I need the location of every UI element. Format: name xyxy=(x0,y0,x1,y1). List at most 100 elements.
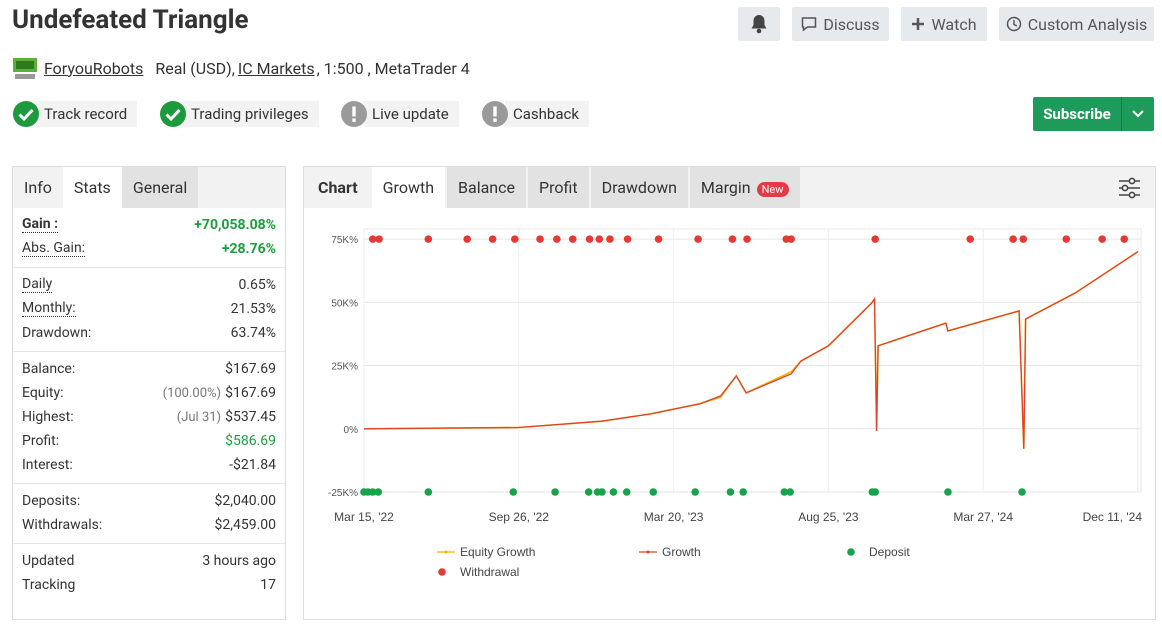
plot-area xyxy=(363,228,1142,493)
stats-value-wrap: (100.00%) $167.69 xyxy=(163,385,276,401)
stats-note: (100.00%) xyxy=(162,386,222,401)
bell-icon xyxy=(751,15,767,34)
marker xyxy=(368,235,377,243)
marker xyxy=(368,488,377,496)
bell-button[interactable] xyxy=(738,7,780,41)
marker xyxy=(728,235,737,243)
legend-label: Equity Growth xyxy=(460,545,535,559)
marker xyxy=(654,235,663,243)
marker xyxy=(424,488,433,496)
stats-label: Equity: xyxy=(22,385,64,401)
stats-group: Daily 0.65% Monthly: 21.53% Drawdown: 63.74% xyxy=(13,268,285,352)
stats-value: $2,459.00 xyxy=(214,517,276,533)
stats-value: 0.65% xyxy=(238,277,276,293)
stats-value: +28.76% xyxy=(221,241,276,257)
stats-row: Profit: $586.69 xyxy=(22,429,276,453)
check-icon xyxy=(160,101,186,127)
stats-value-wrap: $2,040.00 xyxy=(214,493,276,509)
chart-panel: Chart Growth Balance Profit Drawdown Margin N… xyxy=(303,166,1156,620)
chart-tab[interactable]: Drawdown xyxy=(590,167,688,208)
watch-button[interactable]: Watch xyxy=(901,7,987,41)
stats-tab[interactable]: General xyxy=(121,167,199,208)
x-tick-label: Dec 11, '24 xyxy=(1083,510,1143,524)
chart: -25K% 0% 25K% 50K% 75K% Mar 15, '22 Sep 26, '2… xyxy=(328,228,1143,579)
stats-label: Daily xyxy=(22,276,53,293)
marker xyxy=(598,488,606,496)
stats-label: Monthly: xyxy=(22,300,76,317)
subscribe-button[interactable]: Subscribe xyxy=(1033,97,1154,131)
marker xyxy=(374,488,383,496)
stats-row: Abs. Gain: +28.76% xyxy=(22,237,276,261)
stats-row: Monthly: 21.53% xyxy=(22,297,276,321)
chart-tabs-title: Chart xyxy=(318,178,358,197)
stats-value: 21.53% xyxy=(230,301,276,317)
stats-tab[interactable]: Stats xyxy=(62,167,122,208)
user-logo xyxy=(13,58,37,79)
user-link[interactable]: ForyouRobots xyxy=(44,58,144,78)
legend-label: Deposit xyxy=(869,545,910,559)
stats-value: $167.69 xyxy=(225,385,276,401)
watch-label: Watch xyxy=(931,14,977,34)
marker xyxy=(585,235,594,243)
badge: Live update xyxy=(340,100,459,128)
badge: Cashback xyxy=(481,100,589,128)
stats-label: Abs. Gain: xyxy=(22,240,86,257)
chart-tab[interactable]: Growth xyxy=(371,167,446,208)
chart-tab[interactable]: Profit xyxy=(527,167,589,208)
chart-tab[interactable]: Balance xyxy=(447,167,526,208)
marker xyxy=(375,235,383,243)
page-title: Undefeated Triangle xyxy=(12,5,249,35)
separator xyxy=(1121,97,1122,131)
marker xyxy=(966,235,975,243)
stats-value-wrap: +28.76% xyxy=(222,241,276,257)
marker xyxy=(743,235,751,243)
marker xyxy=(609,488,618,496)
stats-value-wrap: -$21.84 xyxy=(229,457,276,473)
marker xyxy=(551,488,559,496)
custom-analysis-button[interactable]: Custom Analysis xyxy=(999,7,1154,41)
settings-icon[interactable] xyxy=(1117,176,1142,200)
stats-row: Equity: (100.00%) $167.69 xyxy=(22,381,276,405)
marker xyxy=(623,235,632,243)
marker xyxy=(1062,235,1071,243)
legend-dot xyxy=(444,550,448,554)
chart-tab[interactable]: Margin New xyxy=(689,167,800,208)
stats-row: Balance: $167.69 xyxy=(22,357,276,381)
stats-value-wrap: 63.74% xyxy=(231,325,276,341)
badge-label: Track record xyxy=(36,101,138,127)
marker xyxy=(536,235,544,243)
badge: Track record xyxy=(12,100,138,128)
badge-label: Cashback xyxy=(505,101,589,127)
discuss-button[interactable]: Discuss xyxy=(792,7,889,41)
stats-label: Interest: xyxy=(22,457,73,473)
marker xyxy=(622,488,631,496)
info-icon xyxy=(341,101,367,127)
stats-row: Gain : +70,058.08% xyxy=(22,213,276,237)
subscribe-label: Subscribe xyxy=(1043,105,1111,123)
discuss-icon xyxy=(802,17,817,32)
stats-tab[interactable]: Info xyxy=(24,178,52,197)
marker xyxy=(606,235,614,243)
check-icon xyxy=(13,101,39,127)
custom-analysis-label: Custom Analysis xyxy=(1027,14,1148,34)
marker xyxy=(553,235,561,243)
stats-note: (Jul 31) xyxy=(176,410,222,425)
stats-label: Drawdown: xyxy=(22,325,92,341)
badge-label: Live update xyxy=(364,101,459,127)
x-tick-label: Sep 26, '22 xyxy=(489,510,550,524)
stats-group: Balance: $167.69 Equity: (100.00%) $167.69 Hi… xyxy=(13,352,285,484)
marker xyxy=(780,488,789,496)
marker xyxy=(726,488,735,496)
stats-value-wrap: (Jul 31) $537.45 xyxy=(177,409,276,425)
discuss-label: Discuss xyxy=(823,14,880,34)
stats-tabs: Info Stats General xyxy=(13,167,285,208)
stats-value: 3 hours ago xyxy=(202,553,276,569)
stats-value: -$21.84 xyxy=(229,457,276,473)
marker xyxy=(1009,235,1017,243)
marker xyxy=(463,235,471,243)
stats-label: Profit: xyxy=(22,433,60,449)
legend-label: Growth xyxy=(662,545,701,559)
broker-link[interactable]: IC Markets xyxy=(237,58,315,78)
stats-value-wrap: +70,058.08% xyxy=(194,217,276,233)
